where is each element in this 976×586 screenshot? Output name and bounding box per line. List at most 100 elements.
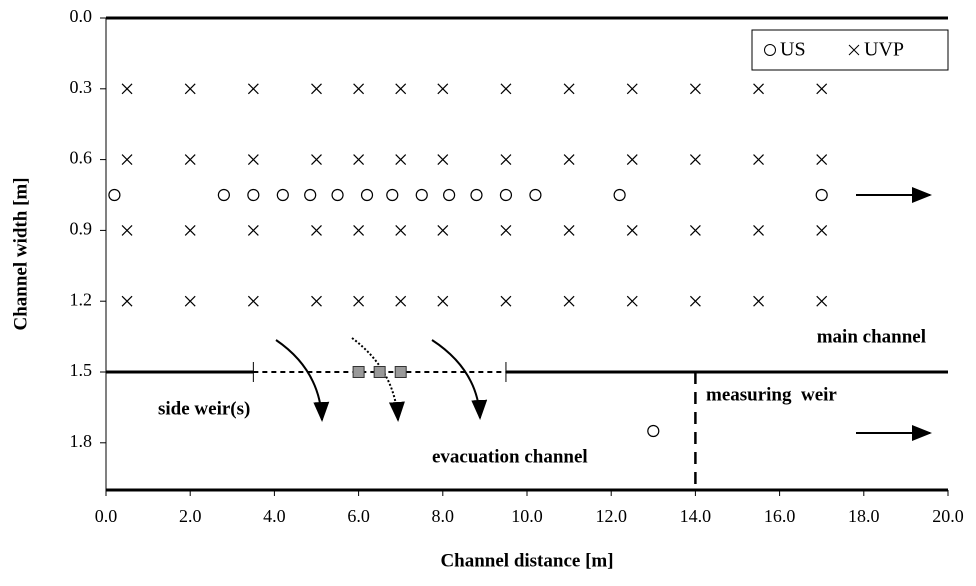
annotation: side weir(s) <box>158 398 250 419</box>
annotation: main channel <box>817 326 926 347</box>
uvp-point <box>437 224 449 236</box>
us-point <box>304 188 317 202</box>
uvp-point <box>689 295 701 307</box>
uvp-point <box>626 224 638 236</box>
uvp-point <box>121 83 133 95</box>
y-tick-label: 0.3 <box>70 77 93 97</box>
uvp-point <box>689 83 701 95</box>
uvp-point <box>500 224 512 236</box>
us-point <box>529 188 542 202</box>
uvp-point <box>563 83 575 95</box>
x-tick-label: 0.0 <box>95 506 118 526</box>
us-point <box>613 188 626 202</box>
annotation: evacuation channel <box>432 446 588 467</box>
uvp-point <box>437 154 449 166</box>
x-tick-label: 18.0 <box>848 506 880 526</box>
uvp-point <box>753 83 764 95</box>
uvp-point <box>311 224 322 236</box>
uvp-point <box>247 83 259 95</box>
uvp-point <box>816 154 828 166</box>
us-point <box>360 188 374 202</box>
x-tick-label: 2.0 <box>179 506 202 526</box>
uvp-point <box>563 224 575 236</box>
uvp-point <box>353 295 365 307</box>
uvp-point <box>626 295 638 307</box>
gate <box>373 366 386 378</box>
us-point <box>276 188 289 202</box>
y-axis-label: Channel width [m] <box>10 177 31 330</box>
us-point <box>108 188 121 202</box>
y-tick-label: 1.2 <box>70 289 93 309</box>
x-tick-label: 10.0 <box>511 506 543 526</box>
x-tick-label: 8.0 <box>432 506 455 526</box>
uvp-point <box>753 224 764 236</box>
us-point <box>815 188 828 202</box>
flow-arrow <box>431 339 488 420</box>
uvp-point <box>395 295 407 307</box>
x-tick-label: 6.0 <box>347 506 370 526</box>
uvp-point <box>121 154 133 166</box>
y-tick-label: 0.9 <box>70 219 93 239</box>
uvp-point <box>500 83 512 95</box>
uvp-point <box>689 154 701 166</box>
us-point <box>415 188 428 202</box>
flow-arrow <box>351 337 405 422</box>
gate <box>394 366 407 378</box>
flow-arrow <box>275 339 330 422</box>
x-tick-label: 16.0 <box>764 506 796 526</box>
uvp-point <box>816 224 828 236</box>
legend-label: UVP <box>864 39 904 61</box>
x-tick-label: 4.0 <box>263 506 286 526</box>
legend-label: US <box>780 39 806 61</box>
uvp-point <box>689 224 701 236</box>
uvp-point <box>311 154 322 166</box>
uvp-point <box>753 154 764 166</box>
us-point <box>217 188 230 202</box>
us-point <box>247 188 260 202</box>
uvp-point <box>121 295 133 307</box>
legend-marker <box>764 44 776 56</box>
uvp-point <box>563 154 575 166</box>
uvp-point <box>437 83 449 95</box>
uvp-point <box>626 83 638 95</box>
us-point <box>443 188 456 202</box>
legend-box <box>751 29 949 71</box>
uvp-point <box>395 224 407 236</box>
x-tick-label: 12.0 <box>595 506 627 526</box>
uvp-point <box>184 83 196 95</box>
x-tick-label: 20.0 <box>932 506 964 526</box>
us-point <box>470 188 483 202</box>
uvp-point <box>500 295 512 307</box>
annotation: measuring weir <box>706 384 837 405</box>
uvp-point <box>353 83 365 95</box>
y-tick-label: 1.8 <box>70 431 93 451</box>
uvp-point <box>184 295 196 307</box>
uvp-point <box>626 154 638 166</box>
uvp-point <box>184 154 196 166</box>
uvp-point <box>395 154 407 166</box>
us-point <box>331 188 344 202</box>
uvp-point <box>247 154 259 166</box>
us-point <box>386 188 399 202</box>
legend-marker <box>848 44 860 56</box>
uvp-point <box>353 224 365 236</box>
gate <box>352 366 365 378</box>
us-point <box>647 424 660 438</box>
uvp-point <box>816 295 828 307</box>
uvp-point <box>247 224 259 236</box>
uvp-point <box>395 83 407 95</box>
y-tick-label: 0.6 <box>70 148 93 168</box>
x-tick-label: 14.0 <box>680 506 712 526</box>
uvp-point <box>121 224 133 236</box>
uvp-point <box>816 83 828 95</box>
uvp-point <box>247 295 259 307</box>
uvp-point <box>437 295 449 307</box>
y-tick-label: 1.5 <box>70 360 93 380</box>
uvp-point <box>311 295 322 307</box>
uvp-point <box>311 83 322 95</box>
y-tick-label: 0.0 <box>70 6 93 26</box>
x-axis-label: Channel distance [m] <box>440 550 613 571</box>
uvp-point <box>353 154 365 166</box>
uvp-point <box>753 295 764 307</box>
